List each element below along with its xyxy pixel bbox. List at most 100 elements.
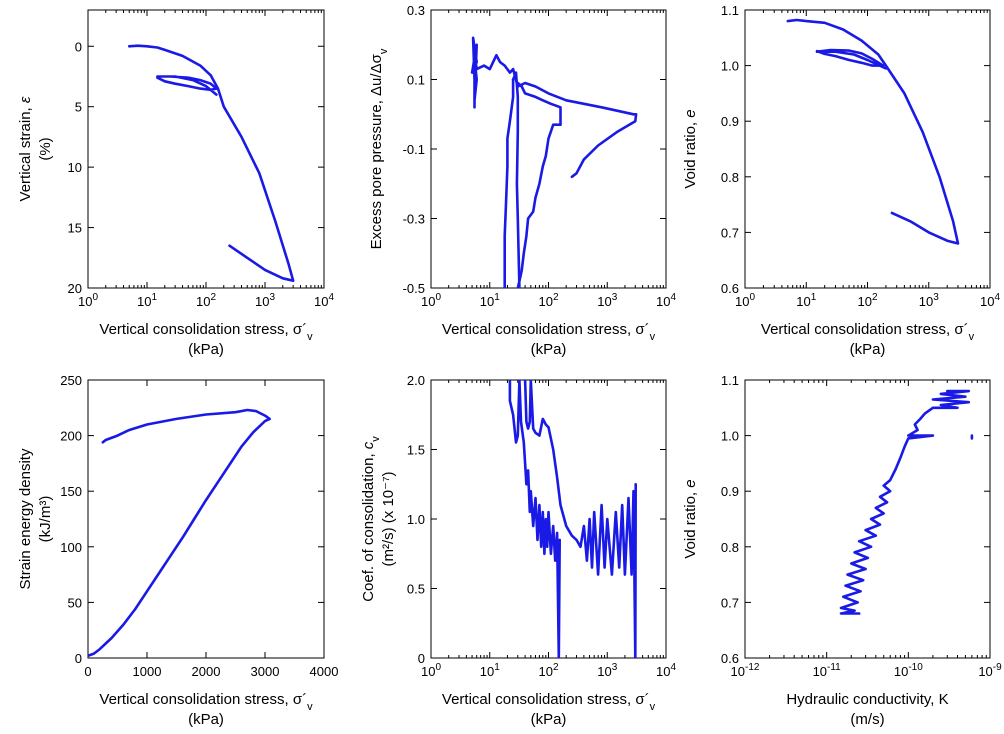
x-tick-label: 102 bbox=[196, 292, 216, 309]
x-axis-label: Hydraulic conductivity, K bbox=[786, 691, 948, 708]
x-axis-label: Vertical consolidation stress, σ´v bbox=[442, 321, 656, 343]
series-line-2 bbox=[516, 81, 562, 288]
y-tick-label: 15 bbox=[68, 221, 82, 236]
x-axis-label: Vertical consolidation stress, σ´v bbox=[99, 321, 313, 343]
y-tick-label: -0.3 bbox=[403, 212, 425, 227]
y-axis-label: Void ratio, e bbox=[682, 109, 699, 188]
series-line-1 bbox=[470, 36, 638, 179]
x-tick-label: 102 bbox=[857, 292, 877, 309]
y-tick-label: -0.1 bbox=[403, 142, 425, 157]
x-axis-label: (kPa) bbox=[531, 341, 567, 358]
panel-p3: 100 101 102 103 104 0.6 0.7 0.8 0.9 1.0 1.1 Vertica… bbox=[682, 3, 1000, 358]
y-axis-label: (%) bbox=[37, 137, 54, 160]
y-tick-label: 0.9 bbox=[721, 114, 739, 129]
y-tick-label: 150 bbox=[60, 484, 82, 499]
x-tick-label: 0 bbox=[84, 664, 91, 679]
x-axis-label: (kPa) bbox=[188, 341, 224, 358]
y-tick-label: 0.8 bbox=[721, 170, 739, 185]
y-tick-label: 50 bbox=[68, 595, 82, 610]
x-tick-label: 103 bbox=[255, 292, 275, 309]
panel-p5: 100 101 102 103 104 0 0.5 1.0 1.5 2.0 Vertical con… bbox=[360, 373, 676, 728]
y-axis-label: (m²/s) (x 10⁻⁷) bbox=[380, 471, 397, 566]
panel-p1: 100 101 102 103 104 0 5 10 15 20 Vertical consolid… bbox=[17, 9, 334, 358]
x-tick-label: 102 bbox=[538, 662, 558, 679]
x-axis-label: Vertical consolidation stress, σ´v bbox=[442, 691, 656, 713]
y-tick-label: 2.0 bbox=[407, 373, 425, 388]
x-tick-label: 104 bbox=[656, 292, 676, 309]
plot-frame bbox=[744, 9, 991, 289]
y-tick-label: 0.8 bbox=[721, 540, 739, 555]
series-line-2 bbox=[156, 75, 218, 96]
x-tick-label: 100 bbox=[421, 292, 441, 309]
x-tick-label: 2000 bbox=[192, 664, 221, 679]
y-tick-label: 1.5 bbox=[407, 443, 425, 458]
x-tick-label: 101 bbox=[480, 662, 500, 679]
series-line-4 bbox=[511, 71, 521, 288]
x-tick-label: 104 bbox=[314, 292, 334, 309]
y-tick-label: 0.7 bbox=[721, 595, 739, 610]
x-axis-label: (kPa) bbox=[188, 711, 224, 728]
y-tick-label: 0.1 bbox=[407, 73, 425, 88]
x-tick-label: 100 bbox=[735, 292, 755, 309]
x-tick-label: 101 bbox=[796, 292, 816, 309]
y-tick-label: 1.0 bbox=[721, 429, 739, 444]
y-tick-label: 20 bbox=[68, 281, 82, 296]
y-tick-label: 0 bbox=[418, 651, 425, 666]
y-tick-label: 0.7 bbox=[721, 225, 739, 240]
x-tick-label: 3000 bbox=[251, 664, 280, 679]
panel-p4: 0 1000 2000 3000 4000 0 50 100 150 200 250 Vertical… bbox=[17, 373, 338, 728]
x-axis-label: (m/s) bbox=[850, 711, 884, 728]
y-tick-label: 1.1 bbox=[721, 3, 739, 18]
y-tick-label: 0.6 bbox=[721, 281, 739, 296]
x-axis-label: Vertical consolidation stress, σ´v bbox=[99, 691, 313, 713]
y-axis-label: Coef. of consolidation, cv bbox=[360, 436, 382, 602]
x-tick-label: 4000 bbox=[310, 664, 339, 679]
x-axis-label: (kPa) bbox=[531, 711, 567, 728]
y-tick-label: 1.0 bbox=[407, 512, 425, 527]
y-tick-label: 1.1 bbox=[721, 373, 739, 388]
x-tick-label: 103 bbox=[597, 662, 617, 679]
y-tick-label: 0 bbox=[75, 651, 82, 666]
x-tick-label: 101 bbox=[480, 292, 500, 309]
y-tick-label: 100 bbox=[60, 540, 82, 555]
series-line-2 bbox=[523, 380, 637, 658]
y-tick-label: 0.5 bbox=[407, 582, 425, 597]
plot-frame bbox=[744, 379, 991, 659]
series-line-2 bbox=[815, 48, 888, 70]
x-tick-label: 100 bbox=[78, 292, 98, 309]
y-tick-label: 0.6 bbox=[721, 651, 739, 666]
y-axis-label: Excess pore pressure, Δu/Δσv bbox=[368, 48, 390, 249]
plot-frame bbox=[87, 9, 325, 289]
x-tick-label: 10-12 bbox=[731, 662, 760, 679]
series-line-1 bbox=[508, 380, 561, 658]
x-tick-label: 104 bbox=[980, 292, 1000, 309]
y-tick-label: 0.9 bbox=[721, 484, 739, 499]
series-line-3 bbox=[503, 78, 515, 288]
series-line-1 bbox=[127, 44, 295, 282]
series-line-1 bbox=[88, 408, 271, 658]
x-tick-label: 102 bbox=[538, 292, 558, 309]
series-line-1 bbox=[786, 18, 960, 245]
x-tick-label: 10-10 bbox=[894, 662, 923, 679]
y-axis-label: Vertical strain, ε bbox=[17, 96, 34, 201]
panel-p6: 10-12 10-11 10-10 10-9 0.6 0.7 0.8 0.9 1.0 1.1 Hyd… bbox=[682, 373, 1002, 728]
y-tick-label: 10 bbox=[68, 160, 82, 175]
y-axis-label: (kJ/m³) bbox=[37, 496, 54, 543]
x-tick-label: 100 bbox=[421, 662, 441, 679]
x-axis-label: (kPa) bbox=[850, 341, 886, 358]
series-line-1 bbox=[839, 389, 971, 615]
y-tick-label: 250 bbox=[60, 373, 82, 388]
plot-frame bbox=[430, 9, 667, 289]
y-tick-label: 0 bbox=[75, 39, 82, 54]
x-tick-label: 10-11 bbox=[813, 662, 842, 679]
x-tick-label: 101 bbox=[137, 292, 157, 309]
y-axis-label: Strain energy density bbox=[17, 448, 34, 589]
x-tick-label: 103 bbox=[597, 292, 617, 309]
x-axis-label: Vertical consolidation stress, σ´v bbox=[761, 321, 975, 343]
plot-frame bbox=[87, 379, 325, 659]
x-tick-label: 10-9 bbox=[978, 662, 1002, 679]
x-tick-label: 103 bbox=[919, 292, 939, 309]
panel-p2: 100 101 102 103 104 0.3 0.1 -0.1 -0.3 -0.5 Vertica… bbox=[368, 3, 676, 358]
x-tick-label: 104 bbox=[656, 662, 676, 679]
